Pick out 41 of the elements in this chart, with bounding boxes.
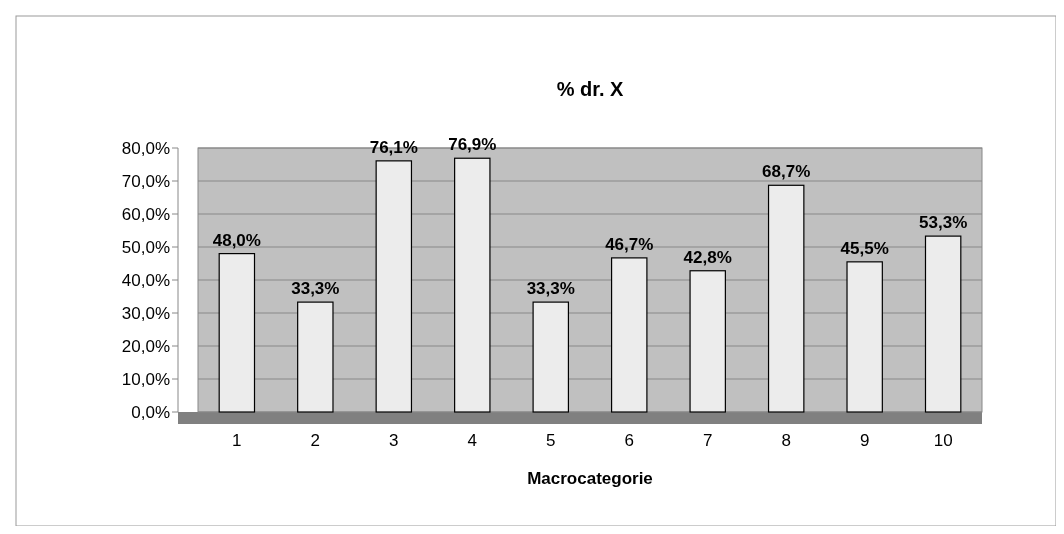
chart-title: % dr. X [556,78,624,100]
bar [767,184,805,413]
data-label: 68,7% [762,162,811,182]
y-tick-label: 70,0% [121,171,170,191]
data-label: 76,1% [369,137,418,157]
y-tick-label: 30,0% [121,303,170,323]
x-tick-label: 4 [467,431,478,450]
bar [924,235,962,413]
bar [454,157,491,413]
x-tick-label: 7 [702,431,713,450]
bar [689,270,726,413]
bar [375,160,413,413]
x-tick-label: 6 [624,431,634,450]
data-label: 42,8% [683,247,732,267]
x-tick-label: 9 [859,431,870,450]
data-label: 33,3% [526,279,575,299]
bar [297,301,334,413]
x-tick-label: 2 [310,431,321,450]
y-tick-label: 60,0% [121,204,170,224]
y-tick-label: 40,0% [121,270,170,290]
bar [218,253,256,413]
y-tick-label: 80,0% [121,138,170,158]
y-tick-label: 0,0% [131,402,170,422]
x-tick-label: 5 [546,431,556,450]
bar [532,301,570,413]
data-label: 46,7% [605,234,654,254]
data-label: 33,3% [291,279,340,299]
bar [610,257,648,413]
data-label: 53,3% [919,213,968,233]
data-label: 48,0% [212,230,261,250]
x-tick-label: 8 [781,431,791,450]
data-label: 45,5% [840,238,889,258]
x-axis-title: Macrocategorie [527,469,653,488]
x-tick-label: 1 [232,431,242,450]
y-tick-label: 20,0% [121,336,170,356]
bar [846,261,883,413]
data-label: 76,9% [448,135,497,155]
x-tick-label: 3 [389,431,399,450]
y-tick-label: 50,0% [121,237,170,257]
y-tick-label: 10,0% [121,369,170,389]
x-tick-label: 10 [933,431,953,450]
